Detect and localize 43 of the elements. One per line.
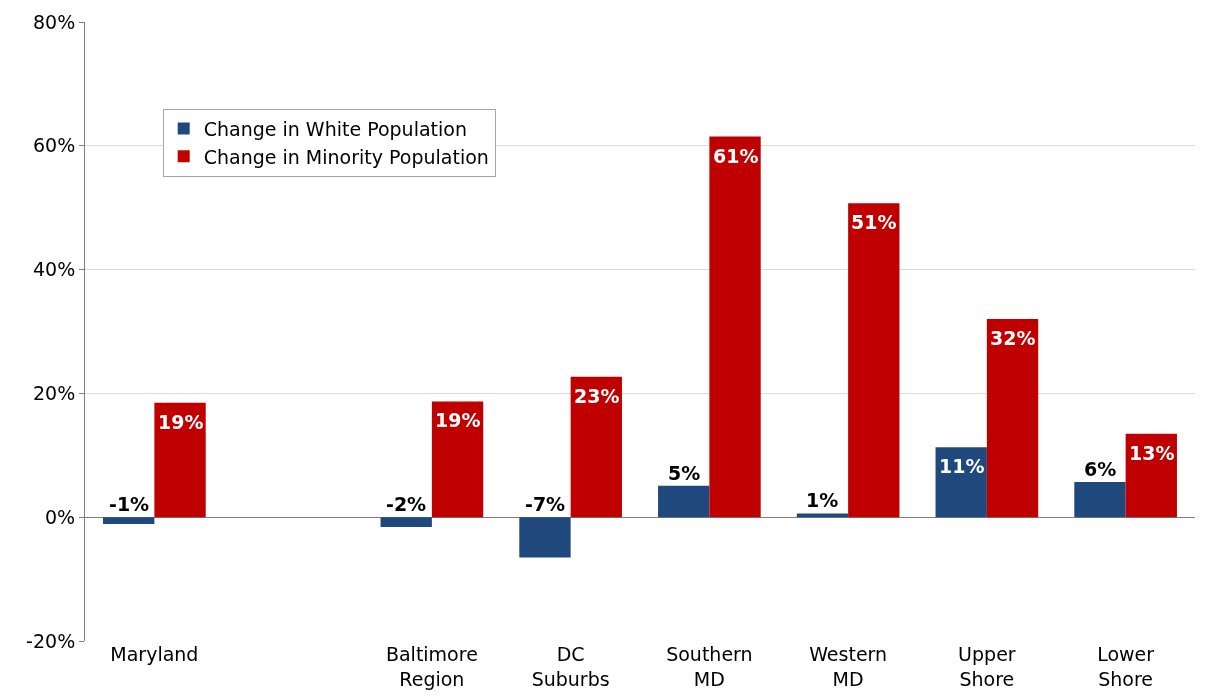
bar <box>935 447 987 518</box>
x-tick-label: Upper Shore <box>958 643 1016 690</box>
data-label: -2% <box>386 493 427 515</box>
bar <box>796 513 849 518</box>
y-tick-label: 60% <box>32 134 76 157</box>
bar <box>986 319 1039 518</box>
data-label: 51% <box>851 211 897 233</box>
x-tick-label: Southern MD <box>666 643 753 690</box>
bar <box>154 402 206 518</box>
legend-label: Change in Minority Population <box>203 145 489 168</box>
data-label: 19% <box>435 409 481 431</box>
data-label: 13% <box>1129 442 1175 464</box>
bar <box>519 517 571 558</box>
data-label: 32% <box>990 327 1036 349</box>
y-tick-label: 20% <box>32 382 76 405</box>
data-label: 11% <box>939 455 985 477</box>
x-tick-label: DC Suburbs <box>531 643 610 690</box>
legend-label: Change in White Population <box>203 117 467 140</box>
data-label: -1% <box>109 493 150 515</box>
bar <box>1125 433 1177 518</box>
y-tick-label: 80% <box>32 10 76 33</box>
y-tick-label: -20% <box>26 629 76 652</box>
data-label: -7% <box>525 493 566 515</box>
x-tick-label: Western MD <box>809 643 888 690</box>
data-label: 23% <box>574 385 620 407</box>
data-label: 19% <box>158 411 204 433</box>
data-label: 6% <box>1084 458 1117 480</box>
bar <box>380 517 432 528</box>
y-tick-label: 0% <box>45 505 76 528</box>
bar <box>848 203 900 518</box>
x-tick-label: Baltimore Region <box>385 643 478 690</box>
bar <box>103 517 155 525</box>
bar <box>1074 481 1126 518</box>
data-label: 1% <box>806 489 839 511</box>
y-tick-label: 40% <box>32 258 76 281</box>
x-tick-label: Lower Shore <box>1097 643 1155 690</box>
data-label: 5% <box>668 462 701 484</box>
x-tick-label: Maryland <box>110 643 199 665</box>
data-label: 61% <box>713 145 759 167</box>
bar <box>709 136 761 518</box>
bar <box>431 401 484 518</box>
bar <box>658 485 710 518</box>
bar <box>570 376 622 518</box>
